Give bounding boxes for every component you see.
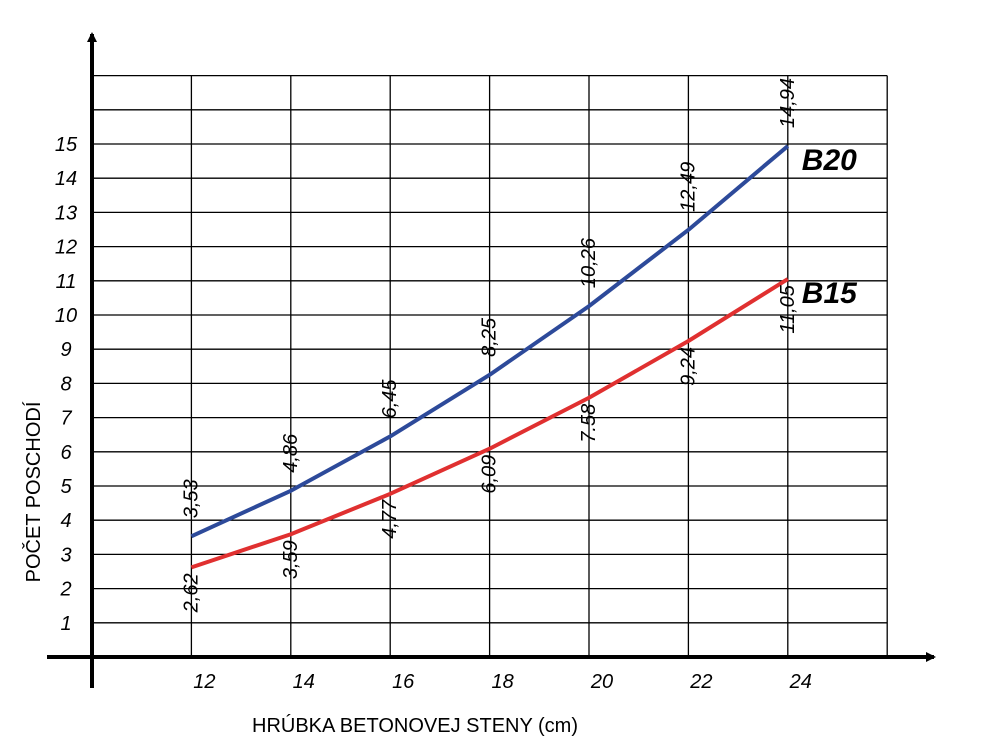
y-tick-label: 2 bbox=[59, 579, 71, 601]
data-label: 4,86 bbox=[280, 433, 302, 473]
data-label: 11,05 bbox=[777, 284, 799, 333]
data-label: 2,62 bbox=[180, 573, 202, 613]
series-label-b15: B15 bbox=[802, 277, 858, 310]
x-tick-label: 18 bbox=[491, 671, 513, 693]
grid bbox=[92, 74, 888, 657]
x-axis-title: HRÚBKA BETONOVEJ STENY (cm) bbox=[252, 714, 578, 737]
series-line-b15 bbox=[190, 277, 789, 570]
data-label: 8,25 bbox=[479, 317, 501, 357]
data-label: 6,09 bbox=[479, 455, 501, 494]
data-label: 14,94 bbox=[777, 78, 799, 128]
axes bbox=[47, 32, 936, 688]
series-lines bbox=[190, 144, 790, 570]
x-tick-label: 14 bbox=[293, 671, 315, 693]
data-label: 6,45 bbox=[379, 379, 401, 419]
y-tick-label: 10 bbox=[55, 305, 77, 327]
y-axis-title: POČET POSCHODÍ bbox=[22, 401, 45, 582]
y-tick-label: 3 bbox=[60, 544, 71, 566]
y-tick-label: 9 bbox=[60, 339, 71, 361]
series-label-b20: B20 bbox=[802, 144, 857, 177]
series-line-b20 bbox=[190, 144, 790, 539]
data-label: 7.58 bbox=[578, 404, 600, 443]
y-tick-label: 1 bbox=[60, 613, 71, 635]
y-tick-label: 12 bbox=[55, 237, 77, 259]
x-tick-label: 20 bbox=[590, 671, 613, 693]
data-label: 12,49 bbox=[677, 162, 699, 212]
x-tick-label: 12 bbox=[193, 671, 215, 693]
y-tick-label: 13 bbox=[55, 202, 77, 224]
data-label: 4,77 bbox=[379, 499, 401, 539]
y-tick-label: 5 bbox=[60, 476, 72, 498]
y-tick-label: 8 bbox=[60, 373, 71, 395]
data-label: 9,24 bbox=[677, 347, 699, 386]
y-tick-label: 14 bbox=[55, 168, 77, 190]
y-tick-label: 11 bbox=[56, 271, 77, 293]
x-tick-label: 16 bbox=[392, 671, 415, 693]
x-tick-label: 22 bbox=[689, 671, 712, 693]
y-tick-label: 4 bbox=[60, 510, 71, 532]
data-label: 3,53 bbox=[180, 479, 202, 518]
y-tick-label: 15 bbox=[55, 134, 78, 156]
y-tick-label: 6 bbox=[60, 442, 72, 464]
x-tick-label: 24 bbox=[789, 671, 812, 693]
data-label: 10,26 bbox=[578, 237, 600, 288]
y-tick-label: 7 bbox=[60, 408, 72, 430]
data-label: 3,59 bbox=[280, 540, 302, 579]
